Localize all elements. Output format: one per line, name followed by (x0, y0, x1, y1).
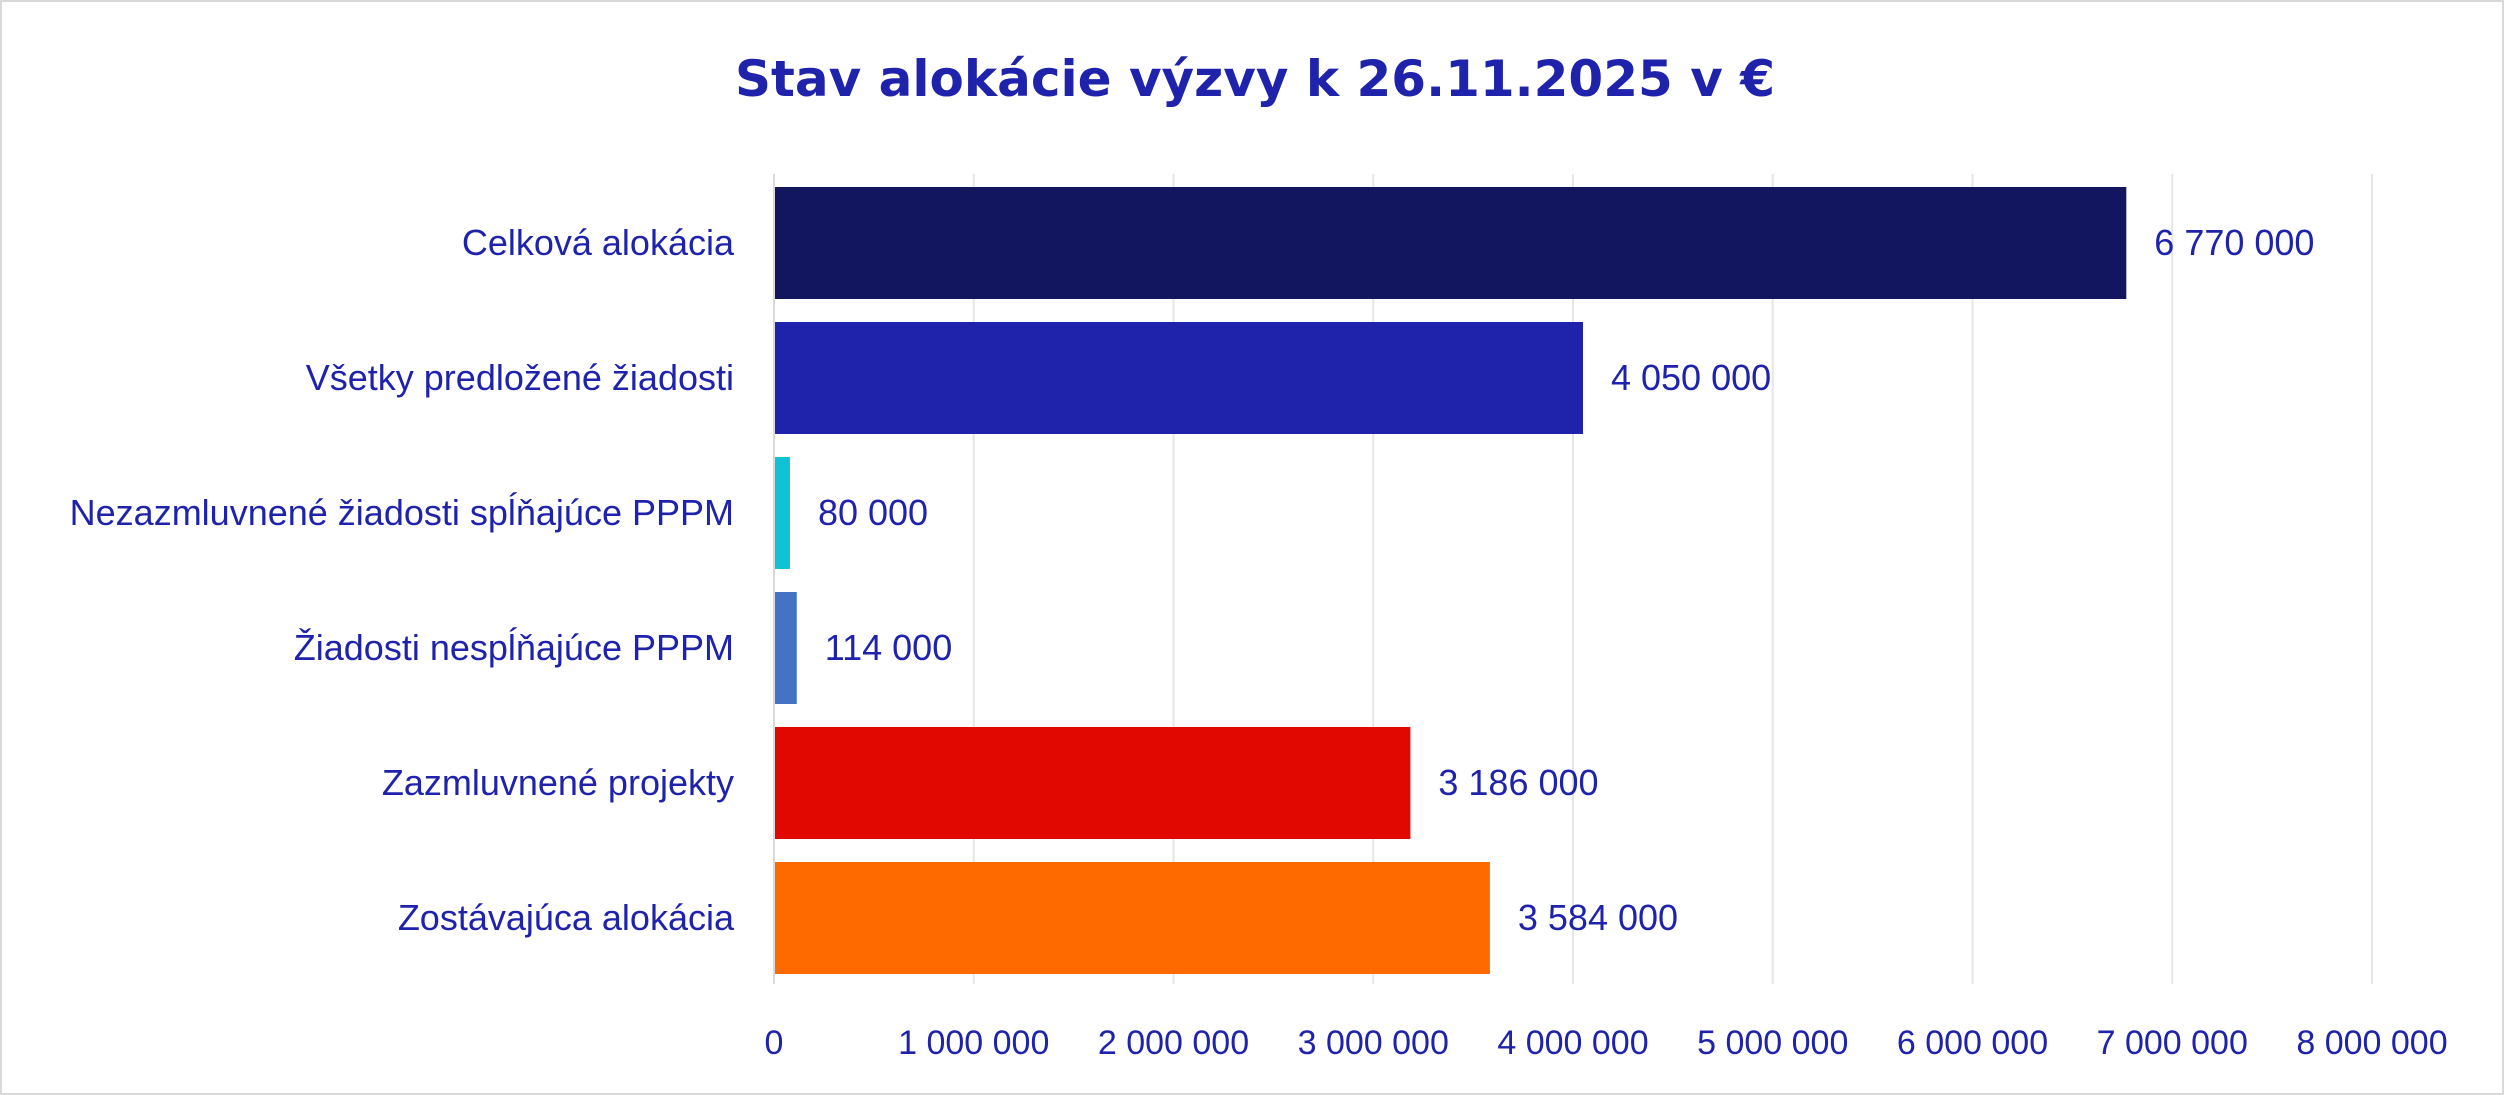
x-tick-label: 7 000 000 (2097, 1024, 2248, 1062)
category-label: Nezazmluvnené žiadosti spĺňajúce PPPM (70, 491, 734, 533)
bars: 6 770 000 4 050 000 80 000 114 000 3 186 000… (774, 187, 2314, 974)
value-label: 6 770 000 (2154, 222, 2314, 263)
x-tick-label: 8 000 000 (2296, 1024, 2447, 1062)
category-label: Žiadosti nespĺňajúce PPPM (294, 626, 734, 668)
bar (774, 457, 790, 569)
x-tick-label: 0 (765, 1024, 784, 1062)
x-tick-label: 5 000 000 (1697, 1024, 1848, 1062)
value-label: 80 000 (818, 492, 928, 533)
value-label: 3 186 000 (1438, 762, 1598, 803)
bar (774, 322, 1583, 434)
x-tick-label: 3 000 000 (1298, 1024, 1449, 1062)
chart-title: Stav alokácie výzvy k 26.11.2025 v € (735, 50, 1775, 108)
bar (774, 862, 1490, 974)
x-tick-label: 6 000 000 (1897, 1024, 2048, 1062)
value-label: 3 584 000 (1518, 897, 1678, 938)
gridlines (972, 174, 2373, 984)
x-tick-label: 1 000 000 (898, 1024, 1049, 1062)
x-tick-label: 4 000 000 (1497, 1024, 1648, 1062)
x-tick-label: 2 000 000 (1098, 1024, 1249, 1062)
axis: 0 1 000 000 2 000 000 3 000 000 4 000 000 5 0… (70, 174, 2448, 1062)
bar (774, 727, 1411, 839)
category-label: Všetky predložené žiadosti (306, 357, 734, 398)
bar (774, 187, 2127, 299)
bar (774, 592, 797, 704)
value-label: 114 000 (825, 627, 952, 668)
category-label: Celková alokácia (462, 222, 735, 263)
category-label: Zostávajúca alokácia (398, 897, 735, 938)
category-label: Zazmluvnené projekty (382, 762, 734, 803)
value-label: 4 050 000 (1611, 357, 1771, 398)
